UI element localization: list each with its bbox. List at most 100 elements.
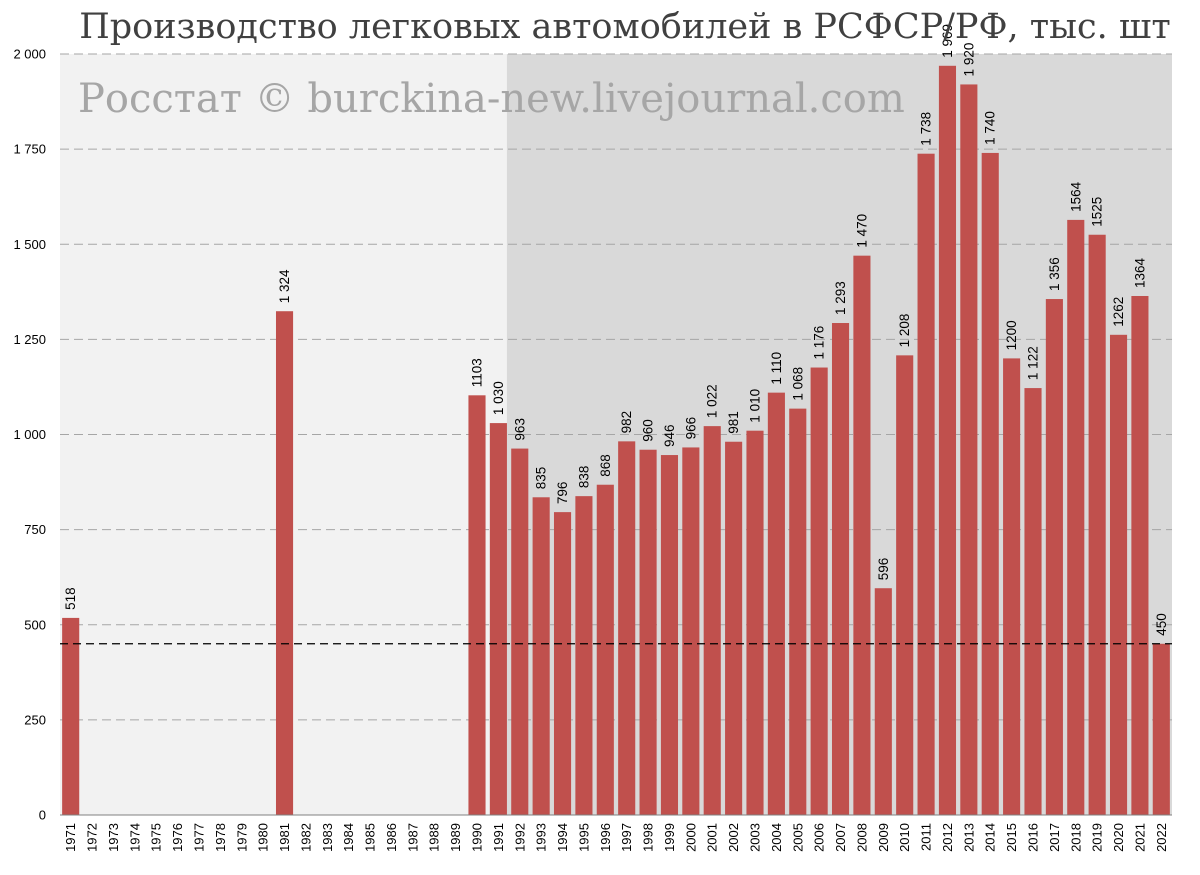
y-tick-label: 1 000: [13, 427, 46, 442]
x-tick-label-1993: 1993: [534, 823, 549, 852]
x-tick-label-1990: 1990: [470, 823, 485, 852]
y-tick-label: 500: [24, 617, 46, 632]
x-tick-label-2000: 2000: [683, 823, 698, 852]
data-label-2008: 1 470: [854, 214, 869, 248]
x-tick-label-2001: 2001: [705, 823, 720, 852]
data-label-1971: 518: [63, 587, 78, 610]
data-label-2005: 1 068: [790, 367, 805, 401]
bar-1981: [275, 311, 294, 815]
y-tick-label: 1 750: [13, 142, 46, 157]
x-tick-label-2008: 2008: [854, 823, 869, 852]
bar-2008: [853, 255, 871, 816]
bar-2002: [725, 441, 743, 815]
data-label-2021: 1364: [1132, 257, 1147, 288]
bar-2007: [831, 323, 850, 815]
y-tick-label: 1 500: [13, 237, 46, 252]
x-tick-label-2002: 2002: [726, 823, 741, 852]
bar-1991: [489, 423, 507, 815]
x-tick-label-1974: 1974: [127, 823, 142, 852]
bar-2006: [810, 367, 828, 815]
data-label-1991: 1 030: [491, 381, 506, 415]
x-tick-label-1972: 1972: [85, 823, 100, 852]
bar-2000: [682, 447, 700, 815]
data-label-1993: 835: [534, 467, 549, 490]
data-label-1996: 868: [598, 454, 613, 477]
x-tick-label-2017: 2017: [1047, 823, 1062, 852]
data-label-1999: 946: [662, 425, 677, 448]
data-label-1997: 982: [619, 411, 634, 434]
y-axis-ticks: 0 250 500 750 1 000 1 250 1 500 1 750 2 000: [13, 47, 46, 823]
x-tick-label-2003: 2003: [748, 823, 763, 852]
data-label-1992: 963: [512, 418, 527, 441]
data-label-2013: 1 920: [961, 43, 976, 77]
x-tick-label-1989: 1989: [448, 823, 463, 852]
x-tick-label-2009: 2009: [876, 823, 891, 852]
data-label-2002: 981: [726, 411, 741, 434]
bar-2021: [1131, 295, 1149, 815]
bar-2003: [746, 430, 764, 815]
x-tick-label-2018: 2018: [1068, 823, 1083, 852]
bar-2016: [1024, 388, 1042, 815]
data-label-2017: 1 356: [1047, 257, 1062, 291]
y-tick-label: 1 250: [13, 332, 46, 347]
data-label-1995: 838: [576, 466, 591, 489]
data-label-1994: 796: [555, 482, 570, 505]
bar-2020: [1109, 334, 1128, 815]
bar-1999: [660, 455, 679, 815]
x-tick-label-1988: 1988: [427, 823, 442, 852]
bar-2017: [1045, 299, 1063, 815]
bar-2013: [960, 84, 978, 815]
x-tick-label-1995: 1995: [576, 823, 591, 852]
bar-2012: [938, 65, 957, 815]
data-label-2004: 1 110: [769, 352, 784, 385]
bar-2019: [1088, 234, 1106, 816]
x-tick-label-2010: 2010: [897, 823, 912, 852]
bar-1996: [596, 484, 614, 815]
data-label-2001: 1 022: [705, 384, 720, 418]
x-tick-label-1985: 1985: [363, 823, 378, 852]
x-tick-label-1982: 1982: [298, 823, 313, 852]
x-axis-ticks: 1971 1972 1973 1974 1975 1976 1977 1978 1979 1980…: [63, 823, 1169, 852]
x-tick-label-1992: 1992: [512, 823, 527, 852]
data-label-2020: 1262: [1111, 297, 1126, 327]
x-tick-label-1999: 1999: [662, 823, 677, 852]
x-tick-label-2011: 2011: [919, 823, 934, 851]
x-tick-label-2014: 2014: [983, 823, 998, 852]
x-tick-label-1977: 1977: [192, 823, 207, 852]
bar-2018: [1067, 219, 1085, 815]
data-label-2015: 1200: [1004, 320, 1019, 350]
x-tick-label-1986: 1986: [384, 823, 399, 852]
x-tick-label-2022: 2022: [1154, 823, 1169, 852]
y-tick-label: 2 000: [13, 47, 46, 62]
bar-2010: [896, 355, 914, 815]
x-tick-label-1976: 1976: [170, 823, 185, 852]
bar-1971: [62, 617, 80, 815]
data-label-2018: 1564: [1068, 181, 1083, 212]
bar-1997: [618, 441, 636, 815]
bar-1998: [639, 449, 657, 815]
watermark-text: Росстат © burckina-new.livejournal.com: [78, 76, 905, 122]
data-label-2006: 1 176: [812, 326, 827, 360]
bar-2005: [789, 408, 807, 815]
data-label-2007: 1 293: [833, 281, 848, 315]
x-tick-label-1975: 1975: [149, 823, 164, 852]
data-label-2010: 1 208: [897, 314, 912, 348]
x-tick-label-1991: 1991: [491, 823, 506, 852]
x-tick-label-1994: 1994: [555, 823, 570, 852]
y-tick-label: 0: [39, 808, 46, 823]
bar-1995: [575, 496, 593, 815]
y-tick-label: 750: [24, 522, 46, 537]
bar-1992: [511, 448, 529, 815]
bar-2004: [767, 392, 785, 815]
data-label-1990: 1103: [470, 358, 485, 387]
data-label-2012: 1 969: [940, 24, 955, 58]
x-tick-label-2006: 2006: [812, 823, 827, 852]
x-tick-label-2012: 2012: [940, 823, 955, 852]
x-tick-label-1998: 1998: [641, 823, 656, 852]
data-label-2016: 1 122: [1026, 346, 1041, 380]
data-label-2009: 596: [876, 558, 891, 581]
x-tick-label-1996: 1996: [598, 823, 613, 852]
x-tick-label-2019: 2019: [1090, 823, 1105, 852]
data-label-2011: 1 738: [919, 112, 934, 146]
